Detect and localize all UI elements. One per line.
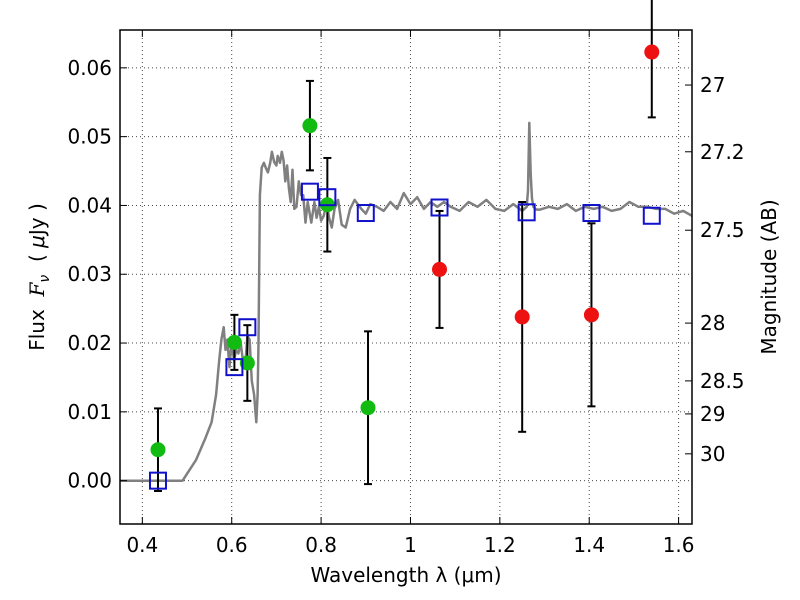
y-axis-label-open: ( [25, 248, 49, 275]
nir-measurements-point [583, 307, 599, 323]
detections-point [150, 442, 166, 458]
x-tick-label: 0.6 [216, 533, 248, 557]
model-band-fluxes-point [148, 471, 167, 490]
y2-axis-label: Magnitude (AB) [757, 199, 781, 354]
detections-point [226, 334, 242, 350]
y-tick-label: 0.03 [67, 262, 112, 286]
model-band-fluxes-point [225, 358, 244, 377]
model-band-fluxes-point [517, 203, 536, 222]
model-band-fluxes-point [356, 204, 375, 223]
model-band-fluxes-point [300, 182, 319, 201]
markers [148, 44, 661, 490]
y2-tick-label: 29 [700, 402, 725, 426]
nir-measurements-point [514, 309, 530, 325]
model-band-fluxes-point [582, 204, 601, 223]
y-tick-label: 0.06 [67, 56, 112, 80]
nir-measurements-point [644, 44, 660, 60]
y-axis-label-flux: Flux [25, 296, 49, 350]
y-tick-label: 0.01 [67, 400, 112, 424]
y-axis-label-nu: ν [37, 275, 53, 283]
plot-frame [119, 29, 693, 525]
nir-measurements-point [432, 261, 448, 277]
y-tick-label: 0.05 [67, 125, 112, 149]
model-band-fluxes-point [430, 198, 449, 217]
x-tick-label: 0.8 [305, 533, 337, 557]
detections-point [239, 355, 255, 371]
y2-tick-label: 28.5 [700, 369, 745, 393]
y-axis-label-unit: Jy ) [25, 203, 49, 237]
y-axis-label-mu: μ [25, 235, 49, 249]
y2-tick-label: 27.5 [700, 218, 745, 242]
x-tick-label: 1 [404, 533, 417, 557]
x-tick-label: 1.2 [484, 533, 516, 557]
x-tick-label: 1.4 [573, 533, 605, 557]
model-band-fluxes-point [642, 206, 661, 225]
detections-point [302, 118, 318, 134]
x-tick-label: 0.4 [126, 533, 158, 557]
model-band-fluxes-point [238, 318, 257, 337]
y2-tick-label: 28 [700, 311, 725, 335]
y2-tick-label: 30 [700, 442, 725, 466]
detections-point [360, 400, 376, 416]
axes-ticks: 0.4 0.6 0.8 1 1.2 1.4 1.6 0.00 0.01 0.02 0.03 0.04 0… [67, 30, 745, 557]
y-axis-label-f: F [25, 281, 49, 297]
x-tick-label: 1.6 [663, 533, 695, 557]
y-tick-label: 0.00 [67, 469, 112, 493]
y-tick-label: 0.02 [67, 331, 112, 355]
y2-tick-label: 27.2 [700, 140, 745, 164]
x-axis-label: Wavelength λ (μm) [310, 563, 501, 587]
y-tick-label: 0.04 [67, 193, 112, 217]
model-band-fluxes-point [318, 188, 337, 207]
y2-tick-label: 27 [700, 73, 725, 97]
y-axis-label: Flux Fν ( μJy ) [25, 203, 53, 351]
